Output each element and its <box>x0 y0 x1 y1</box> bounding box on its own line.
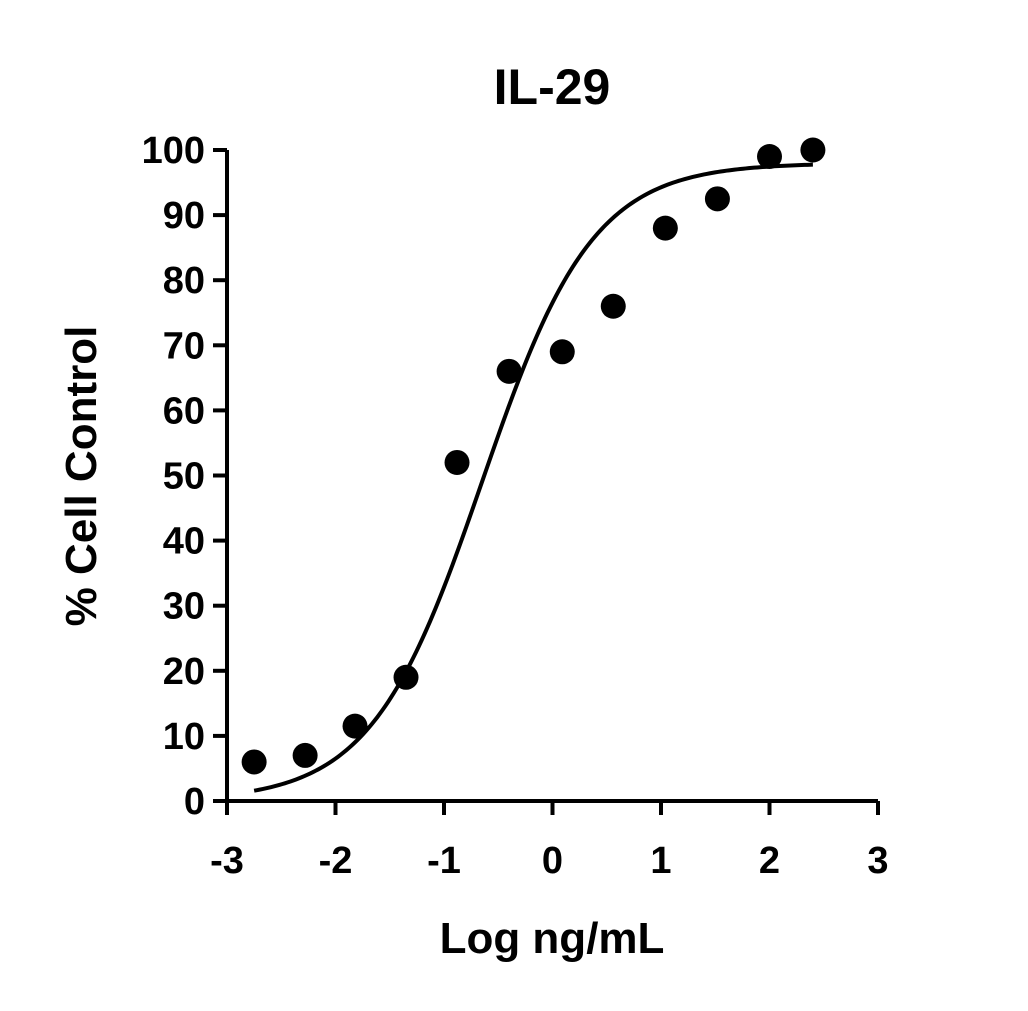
y-tick-label: 80 <box>163 260 205 302</box>
data-point <box>342 713 368 739</box>
y-tick-label: 70 <box>163 325 205 367</box>
data-point <box>444 449 470 475</box>
data-point <box>600 293 626 319</box>
x-axis-label: Log ng/mL <box>440 914 665 963</box>
y-tick-label: 20 <box>163 651 205 693</box>
y-tick-label: 100 <box>142 130 205 172</box>
data-point <box>800 137 826 163</box>
x-ticks: -3 -2 -1 0 1 2 3 <box>210 801 889 882</box>
x-tick-label: 3 <box>867 840 888 882</box>
y-tick-label: 30 <box>163 586 205 628</box>
x-tick-label: 2 <box>759 840 780 882</box>
y-axis-label: % Cell Control <box>57 326 106 627</box>
y-tick-label: 10 <box>163 716 205 758</box>
y-tick-label: 90 <box>163 195 205 237</box>
data-points <box>241 137 826 775</box>
data-point <box>496 358 522 384</box>
data-point <box>241 749 267 775</box>
data-point <box>704 186 730 212</box>
data-point <box>292 742 318 768</box>
y-tick-label: 50 <box>163 456 205 498</box>
y-tick-label: 60 <box>163 390 205 432</box>
data-point <box>393 664 419 690</box>
y-ticks: 0 10 20 30 40 50 60 70 80 90 100 <box>142 130 227 823</box>
data-point <box>652 215 678 241</box>
x-tick-label: 0 <box>542 840 563 882</box>
data-point <box>549 339 575 365</box>
y-tick-label: 40 <box>163 521 205 563</box>
fit-curve-layer <box>253 162 813 793</box>
y-tick-label: 0 <box>184 781 205 823</box>
fit-curve <box>253 162 813 793</box>
x-tick-label: 1 <box>650 840 671 882</box>
x-tick-label: -1 <box>427 840 461 882</box>
x-tick-label: -2 <box>319 840 353 882</box>
axes <box>225 150 878 803</box>
x-tick-label: -3 <box>210 840 244 882</box>
data-point <box>757 144 782 170</box>
chart-title: IL-29 <box>494 59 611 115</box>
